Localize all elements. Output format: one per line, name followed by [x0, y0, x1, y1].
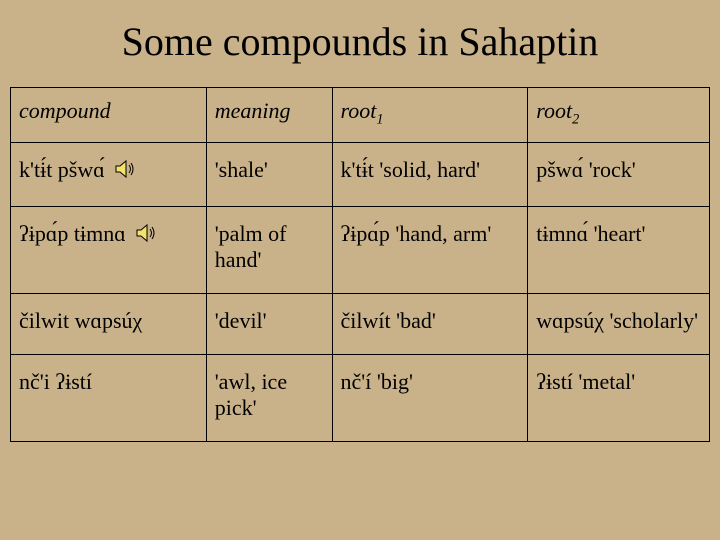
cell-root1: čilwít 'bad' [332, 294, 528, 355]
header-root2-text: root [536, 98, 572, 123]
header-root1-text: root [341, 98, 377, 123]
cell-compound: k'tɨ́t pšwɑ́ [11, 143, 207, 207]
table-row: k'tɨ́t pšwɑ́ 'shale'k'tɨ́t 'solid, hard'p… [11, 143, 710, 207]
cell-root2: ʔɨstí 'metal' [528, 355, 710, 442]
header-root2: root2 [528, 88, 710, 143]
table-row: nč'i ʔɨstí 'awl, ice pick'nč'í 'big'ʔɨstí… [11, 355, 710, 442]
slide: Some compounds in Sahaptin compound mean… [0, 0, 720, 540]
cell-meaning: 'palm of hand' [206, 207, 332, 294]
cell-root1: k'tɨ́t 'solid, hard' [332, 143, 528, 207]
cell-meaning: 'devil' [206, 294, 332, 355]
table-body: k'tɨ́t pšwɑ́ 'shale'k'tɨ́t 'solid, hard'p… [11, 143, 710, 442]
table-row: ʔɨpɑ́p tɨmnɑ 'palm of hand'ʔɨpɑ́p 'hand, … [11, 207, 710, 294]
cell-root2: tɨmnɑ́ 'heart' [528, 207, 710, 294]
header-root1: root1 [332, 88, 528, 143]
compound-text: k'tɨ́t pšwɑ́ [19, 157, 105, 182]
header-compound: compound [11, 88, 207, 143]
slide-title: Some compounds in Sahaptin [10, 18, 710, 65]
speaker-icon[interactable] [134, 222, 158, 250]
cell-root2: pšwɑ́ 'rock' [528, 143, 710, 207]
compound-text: ʔɨpɑ́p tɨmnɑ [19, 221, 126, 246]
compound-text: nč'i ʔɨstí [19, 369, 92, 394]
speaker-icon[interactable] [113, 158, 137, 186]
header-row: compound meaning root1 root2 [11, 88, 710, 143]
compounds-table: compound meaning root1 root2 k'tɨ́t pšwɑ… [10, 87, 710, 442]
cell-root1: nč'í 'big' [332, 355, 528, 442]
cell-compound: čilwit wɑpsúχ [11, 294, 207, 355]
compound-text: čilwit wɑpsúχ [19, 308, 142, 333]
header-root2-sub: 2 [572, 111, 579, 127]
header-meaning: meaning [206, 88, 332, 143]
cell-root2: wɑpsúχ 'scholarly' [528, 294, 710, 355]
cell-meaning: 'awl, ice pick' [206, 355, 332, 442]
table-row: čilwit wɑpsúχ 'devil'čilwít 'bad'wɑpsúχ '… [11, 294, 710, 355]
cell-compound: nč'i ʔɨstí [11, 355, 207, 442]
header-root1-sub: 1 [376, 111, 383, 127]
cell-root1: ʔɨpɑ́p 'hand, arm' [332, 207, 528, 294]
cell-meaning: 'shale' [206, 143, 332, 207]
cell-compound: ʔɨpɑ́p tɨmnɑ [11, 207, 207, 294]
